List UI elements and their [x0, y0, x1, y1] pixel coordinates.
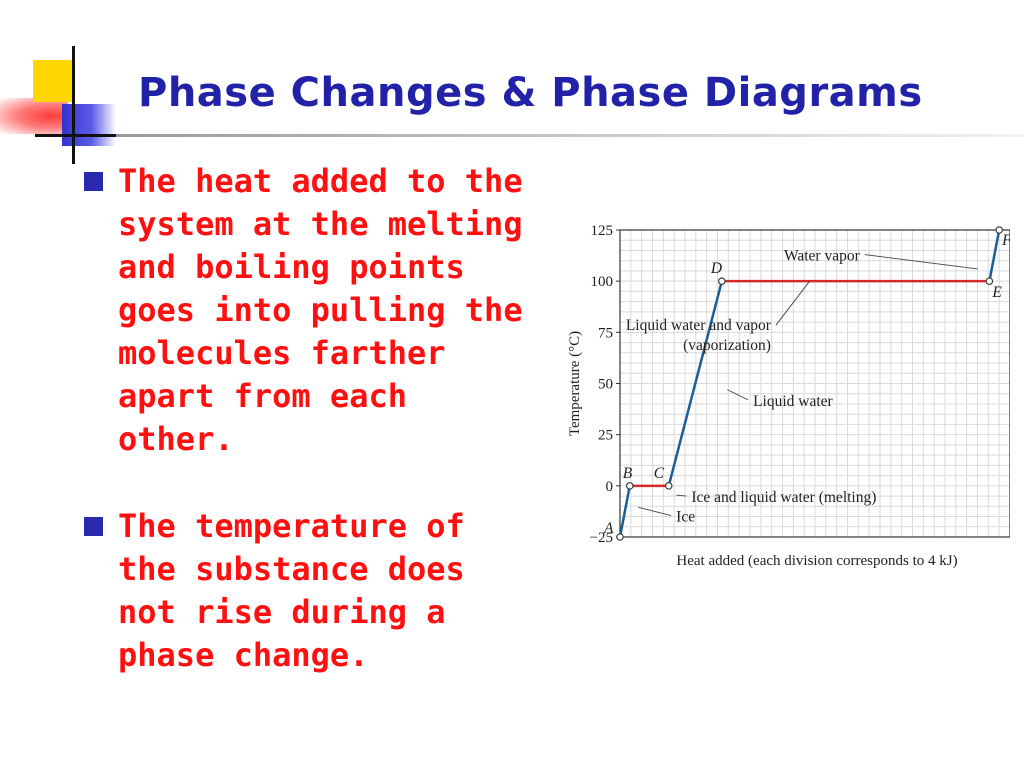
y-tick-label: 25: [598, 428, 613, 444]
bullet-text: The heat added to the system at the melt…: [118, 162, 523, 458]
bullet-list: The heat added to the system at the melt…: [84, 160, 524, 677]
heating-curve-chart: −25 0 25 50 75 100 125 Heat added (each divisio…: [567, 223, 1010, 569]
point-label: B: [623, 465, 633, 482]
decor-yellow-block: [33, 60, 75, 102]
decor-vertical-line: [72, 46, 75, 164]
annotation-leader: [638, 506, 672, 516]
x-axis-label: Heat added (each division corresponds to…: [676, 553, 957, 569]
y-tick-label: 0: [606, 479, 614, 495]
curve-segment: [988, 229, 1001, 282]
annotation-leader: [775, 280, 810, 326]
decor-horizontal-line: [35, 134, 155, 137]
annotation-label: Ice and liquid water (melting): [691, 489, 876, 506]
y-tick-label: 125: [591, 223, 614, 239]
point-marker: [985, 277, 994, 285]
square-bullet-icon: [84, 517, 103, 536]
y-tick-label: 50: [598, 377, 613, 393]
annotation-label: Ice: [676, 509, 695, 526]
point-label: D: [710, 260, 722, 277]
title-underline: [116, 134, 1024, 137]
annotation-label: Liquid water: [753, 393, 833, 410]
point-marker: [626, 482, 634, 490]
annotation-leader: [864, 254, 978, 270]
y-tick-label: 75: [598, 325, 613, 341]
square-bullet-icon: [84, 172, 103, 191]
point-marker: [995, 226, 1003, 234]
y-axis-label: Temperature (°C): [567, 331, 583, 436]
bullet-text: The temperature of the substance does no…: [118, 507, 465, 674]
bullet-item: The temperature of the substance does no…: [84, 505, 524, 677]
slide-title: Phase Changes & Phase Diagrams: [138, 70, 923, 116]
annotation-label: (vaporization): [683, 337, 771, 354]
decor-red-block: [0, 98, 68, 134]
annotation-leader: [727, 389, 749, 401]
point-label: F: [1001, 232, 1010, 249]
point-marker: [718, 277, 726, 285]
point-label: E: [991, 284, 1002, 301]
y-tick-label: −25: [590, 530, 613, 546]
curve-segment: [667, 280, 724, 487]
annotation-label: Liquid water and vapor: [626, 317, 772, 334]
point-label: A: [603, 520, 614, 537]
point-marker: [616, 533, 624, 541]
annotation-leader: [676, 494, 687, 497]
annotation-label: Water vapor: [784, 248, 861, 265]
point-label: C: [654, 465, 665, 482]
point-marker: [665, 482, 673, 490]
curve-segment: [618, 485, 631, 538]
decor-blue-block: [62, 104, 116, 146]
bullet-item: The heat added to the system at the melt…: [84, 160, 524, 461]
y-tick-label: 100: [591, 274, 614, 290]
